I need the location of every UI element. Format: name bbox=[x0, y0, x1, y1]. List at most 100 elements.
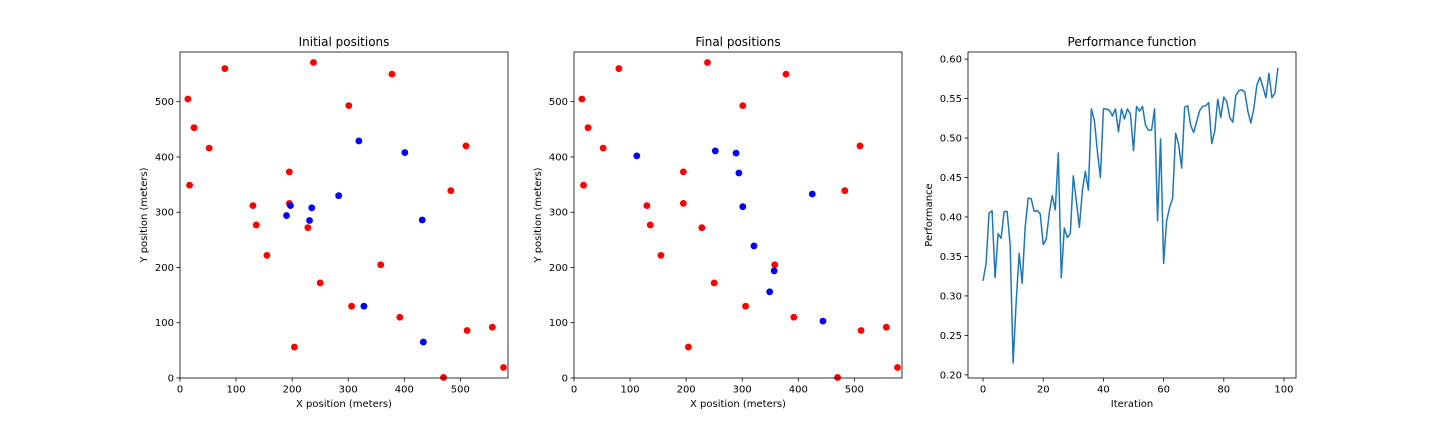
red-point bbox=[771, 261, 779, 269]
blue-point bbox=[308, 204, 316, 212]
red-point bbox=[742, 302, 749, 310]
y-tick-label: 100 bbox=[549, 318, 568, 329]
chart-panel-3: 0 20 40 60 80 100 0.20 0.25 0.30 0.35 0.40 0.45 0.50… bbox=[924, 35, 1297, 410]
y-tick-label: 500 bbox=[155, 97, 174, 108]
y-tick-label: 0.20 bbox=[940, 370, 962, 381]
x-tick-label: 60 bbox=[1157, 385, 1170, 396]
y-tick-label: 400 bbox=[549, 152, 568, 163]
red-point bbox=[856, 142, 864, 150]
axes-frame bbox=[573, 51, 903, 379]
red-point bbox=[599, 144, 607, 152]
chart-panel-1: 0 100 200 300 400 500 0 100 200 300 400 500 Initial … bbox=[139, 35, 509, 410]
plot-area bbox=[180, 52, 508, 378]
y-tick-label: 0 bbox=[168, 374, 174, 385]
y-tick-label: 300 bbox=[155, 208, 174, 219]
x-tick-label: 80 bbox=[1217, 385, 1230, 396]
x-tick-label: 500 bbox=[451, 385, 470, 396]
blue-point bbox=[808, 190, 816, 198]
y-tick-label: 100 bbox=[155, 318, 174, 329]
y-tick-label: 0.35 bbox=[940, 252, 962, 263]
red-point bbox=[679, 168, 687, 176]
chart-title: Initial positions bbox=[299, 35, 390, 49]
blue-point bbox=[401, 149, 409, 156]
red-point bbox=[304, 224, 312, 232]
y-tick-label: 0.30 bbox=[940, 291, 962, 302]
axes-frame bbox=[179, 51, 509, 379]
blue-point bbox=[418, 216, 426, 224]
x-tick-label: 40 bbox=[1097, 385, 1110, 396]
x-tick-label: 400 bbox=[395, 385, 414, 396]
blue-point bbox=[287, 202, 294, 210]
red-point bbox=[578, 95, 586, 103]
red-point bbox=[684, 343, 692, 351]
x-tick-label: 100 bbox=[621, 385, 640, 396]
red-point bbox=[500, 364, 507, 371]
chart-panel-2: 0 100 200 300 400 500 0 100 200 300 400 500 Final po… bbox=[533, 35, 903, 410]
blue-point bbox=[633, 152, 641, 160]
red-point bbox=[252, 221, 260, 229]
red-point bbox=[894, 364, 901, 371]
red-point bbox=[790, 313, 798, 321]
red-point bbox=[882, 323, 890, 331]
y-tick-label: 0 bbox=[562, 374, 568, 385]
y-tick-label: 0.55 bbox=[940, 94, 962, 105]
red-point bbox=[679, 200, 687, 207]
blue-point bbox=[819, 317, 827, 325]
y-tick-label: 300 bbox=[549, 208, 568, 219]
red-point bbox=[316, 279, 324, 287]
red-point bbox=[263, 251, 271, 259]
red-point bbox=[782, 70, 790, 78]
plot-area bbox=[574, 52, 902, 378]
red-point bbox=[184, 95, 192, 103]
red-point bbox=[580, 181, 587, 189]
y-axis-label: Y position (meters) bbox=[533, 167, 544, 263]
x-tick-label: 100 bbox=[1274, 385, 1293, 396]
chart-title: Final positions bbox=[695, 35, 780, 49]
red-point bbox=[739, 102, 747, 109]
x-tick-label: 100 bbox=[227, 385, 246, 396]
x-tick-label: 500 bbox=[845, 385, 864, 396]
y-tick-label: 400 bbox=[155, 152, 174, 163]
x-tick-label: 200 bbox=[283, 385, 302, 396]
plot-area bbox=[968, 52, 1296, 378]
blue-point bbox=[306, 217, 313, 224]
red-point bbox=[345, 102, 353, 109]
red-point bbox=[643, 202, 651, 210]
y-tick-label: 200 bbox=[549, 263, 568, 274]
x-tick-label: 200 bbox=[677, 385, 696, 396]
y-tick-label: 0.40 bbox=[940, 212, 962, 223]
red-point bbox=[841, 187, 849, 195]
y-tick-label: 0.60 bbox=[940, 55, 962, 66]
x-axis-label: X position (meters) bbox=[296, 399, 392, 410]
y-tick-label: 200 bbox=[155, 263, 174, 274]
red-point bbox=[488, 323, 496, 331]
red-point bbox=[310, 59, 317, 66]
x-axis-label: X position (meters) bbox=[690, 399, 786, 410]
blue-point bbox=[739, 203, 747, 211]
red-point bbox=[205, 144, 213, 152]
red-point bbox=[396, 313, 404, 321]
red-point bbox=[615, 65, 623, 72]
blue-point bbox=[335, 192, 343, 200]
y-tick-label: 0.45 bbox=[940, 173, 962, 184]
red-point bbox=[290, 343, 298, 351]
axes-frame bbox=[967, 51, 1297, 379]
red-point bbox=[710, 279, 718, 287]
y-tick-label: 500 bbox=[549, 97, 568, 108]
x-tick-label: 0 bbox=[980, 385, 986, 396]
red-point bbox=[285, 168, 293, 176]
blue-point bbox=[750, 242, 758, 250]
red-point bbox=[190, 124, 198, 132]
blue-point bbox=[766, 288, 774, 296]
blue-point bbox=[283, 212, 290, 219]
red-point bbox=[388, 70, 396, 78]
red-point bbox=[447, 187, 455, 195]
y-tick-label: 0.25 bbox=[940, 331, 962, 342]
chart-title: Performance function bbox=[1068, 35, 1197, 49]
x-tick-label: 20 bbox=[1037, 385, 1050, 396]
x-tick-label: 0 bbox=[177, 385, 183, 396]
blue-point bbox=[360, 302, 368, 310]
x-tick-label: 300 bbox=[733, 385, 752, 396]
red-point bbox=[834, 374, 841, 381]
